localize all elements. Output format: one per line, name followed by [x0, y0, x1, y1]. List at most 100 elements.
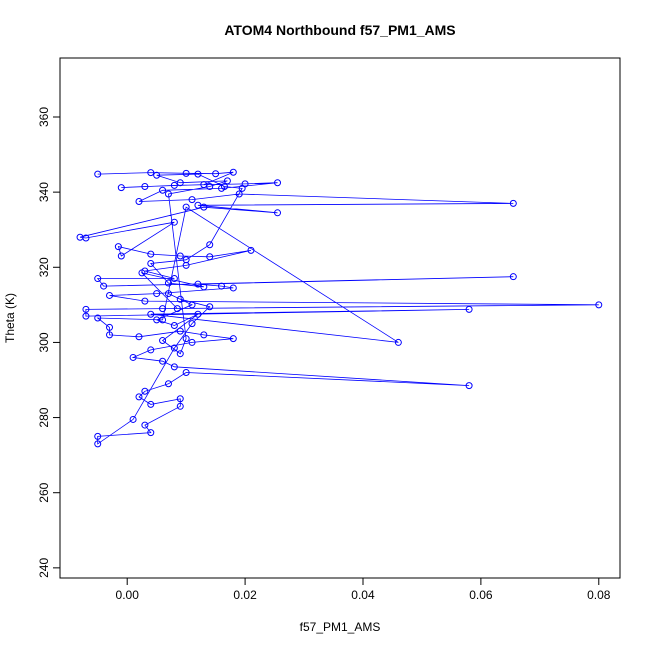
point — [82, 234, 90, 242]
point — [100, 282, 108, 290]
point — [129, 353, 137, 361]
y-tick-label: 280 — [37, 407, 51, 427]
y-tick-label: 260 — [37, 482, 51, 502]
point — [94, 275, 102, 283]
point — [135, 393, 143, 401]
point — [394, 338, 402, 346]
point — [153, 316, 161, 324]
point — [194, 170, 202, 178]
point — [188, 196, 196, 204]
point — [223, 177, 231, 185]
point — [147, 310, 155, 318]
point — [164, 380, 172, 388]
point — [206, 253, 214, 261]
x-tick-label: 0.08 — [587, 588, 611, 602]
point — [170, 363, 178, 371]
x-tick-label: 0.00 — [116, 588, 140, 602]
point — [94, 432, 102, 440]
point — [595, 301, 603, 309]
point — [229, 284, 237, 292]
point — [176, 402, 184, 410]
point — [94, 314, 102, 322]
point — [164, 190, 172, 198]
point — [147, 346, 155, 354]
point — [138, 269, 146, 277]
point — [218, 282, 226, 290]
y-axis-label: Theta (K) — [3, 293, 17, 343]
point — [182, 256, 190, 264]
point — [135, 198, 143, 206]
point — [159, 186, 167, 194]
point — [465, 382, 473, 390]
point — [200, 203, 208, 211]
point — [114, 243, 122, 251]
point — [194, 310, 202, 318]
point — [170, 218, 178, 226]
point — [170, 322, 178, 330]
point — [141, 421, 149, 429]
point — [106, 291, 114, 299]
x-tick-label: 0.04 — [351, 588, 375, 602]
point — [82, 312, 90, 320]
point — [235, 190, 243, 198]
point — [188, 320, 196, 328]
x-tick-label: 0.02 — [233, 588, 257, 602]
point — [170, 275, 178, 283]
point — [509, 199, 517, 207]
plot-box — [59, 57, 621, 579]
point — [200, 283, 208, 291]
point — [106, 331, 114, 339]
point — [465, 305, 473, 313]
point — [188, 301, 196, 309]
point — [176, 295, 184, 303]
point — [182, 368, 190, 376]
point — [212, 170, 220, 178]
y-tick-label: 300 — [37, 332, 51, 352]
point — [164, 279, 172, 287]
y-tick-label: 360 — [37, 107, 51, 127]
point — [274, 209, 282, 217]
y-tick-label: 240 — [37, 558, 51, 578]
point — [159, 357, 167, 365]
chart-title: ATOM4 Northbound f57_PM1_AMS — [224, 22, 455, 38]
point — [147, 260, 155, 268]
point — [176, 327, 184, 335]
point — [206, 182, 214, 190]
point — [200, 331, 208, 339]
point — [170, 344, 178, 352]
y-tick-label: 340 — [37, 182, 51, 202]
point — [159, 337, 167, 345]
point — [147, 169, 155, 177]
point — [159, 305, 167, 313]
point — [129, 415, 137, 423]
y-tick-label: 320 — [37, 257, 51, 277]
point — [147, 250, 155, 258]
point — [82, 305, 90, 313]
point — [229, 335, 237, 343]
point — [194, 280, 202, 288]
point — [274, 179, 282, 187]
point — [141, 182, 149, 190]
point — [247, 246, 255, 254]
point — [176, 179, 184, 187]
point — [94, 170, 102, 178]
point — [173, 305, 181, 313]
point — [176, 350, 184, 358]
point — [94, 440, 102, 448]
point — [141, 297, 149, 305]
point — [147, 400, 155, 408]
point — [220, 182, 228, 190]
point — [106, 323, 114, 331]
point — [117, 252, 125, 260]
point — [153, 290, 161, 298]
point — [182, 203, 190, 211]
point — [206, 241, 214, 249]
x-axis-label: f57_PM1_AMS — [300, 620, 381, 634]
point — [188, 338, 196, 346]
point — [182, 335, 190, 343]
point — [164, 290, 172, 298]
point — [153, 171, 161, 179]
point — [182, 169, 190, 177]
point — [141, 387, 149, 395]
